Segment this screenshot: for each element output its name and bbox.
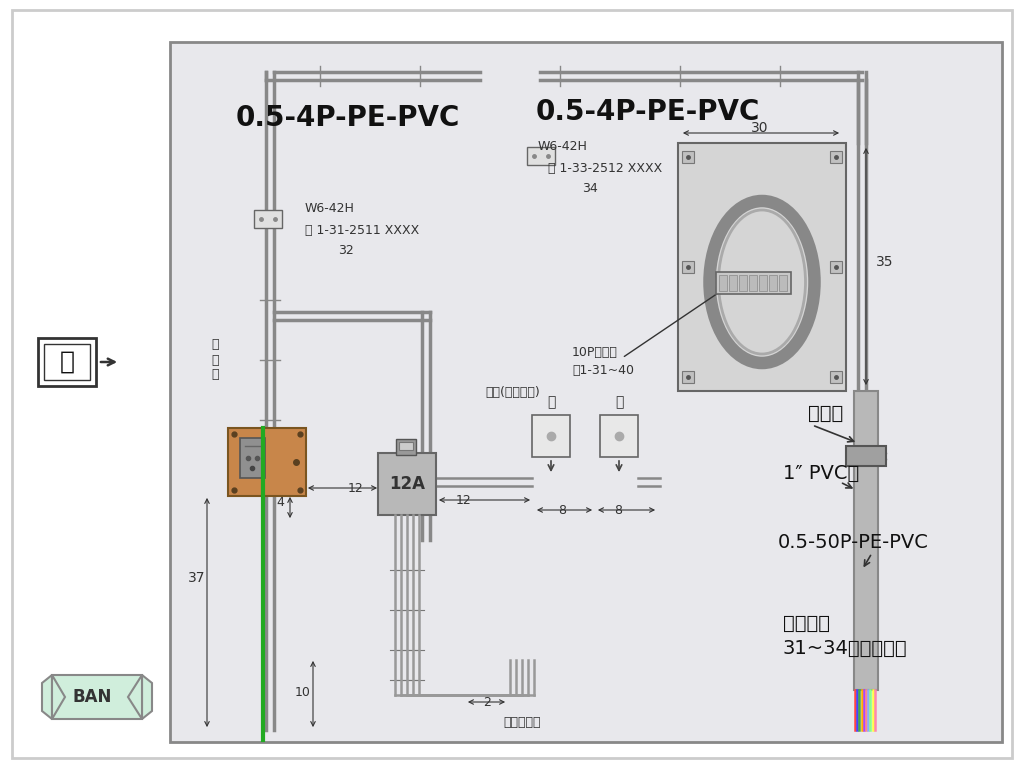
Text: 0.5-50P-PE-PVC: 0.5-50P-PE-PVC (778, 534, 929, 552)
Text: 0.5-4P-PE-PVC: 0.5-4P-PE-PVC (236, 104, 460, 132)
Bar (830, 261, 842, 273)
Text: 12: 12 (348, 482, 364, 495)
Text: 甲: 甲 (547, 395, 555, 409)
Text: W6-42H: W6-42H (538, 141, 588, 154)
Bar (759, 275, 767, 291)
Text: 34: 34 (582, 183, 598, 196)
Bar (716, 272, 791, 294)
Polygon shape (42, 675, 52, 719)
Text: 30: 30 (752, 121, 769, 135)
Polygon shape (52, 675, 65, 719)
Polygon shape (142, 675, 152, 719)
Bar (682, 261, 694, 273)
Polygon shape (52, 675, 142, 719)
Ellipse shape (719, 210, 806, 354)
Text: 接 1-33-2512 XXXX: 接 1-33-2512 XXXX (548, 163, 663, 176)
Text: 接 1-31-2511 XXXX: 接 1-31-2511 XXXX (305, 223, 419, 237)
Text: 10: 10 (295, 687, 311, 700)
Bar (600, 415, 638, 457)
Bar (830, 151, 842, 163)
Bar (749, 275, 757, 291)
Bar (254, 210, 282, 228)
Bar (44, 344, 90, 380)
Polygon shape (128, 675, 142, 719)
Text: 1″ PVC管: 1″ PVC管 (783, 464, 859, 482)
Bar (378, 453, 436, 515)
Text: BAN: BAN (73, 688, 112, 706)
Text: 37: 37 (188, 571, 206, 585)
Bar (399, 442, 413, 450)
Bar (854, 391, 878, 690)
Text: 圖: 圖 (59, 350, 75, 374)
Bar (170, 42, 1002, 742)
Text: 接1-31~40: 接1-31~40 (572, 365, 634, 378)
Text: 8: 8 (614, 504, 622, 517)
Bar (779, 275, 787, 291)
Bar (532, 415, 570, 457)
Bar (396, 439, 416, 455)
Text: 32: 32 (338, 243, 353, 257)
Text: 2: 2 (483, 696, 490, 709)
Bar (38, 338, 96, 386)
Bar (240, 438, 265, 478)
Bar (719, 275, 727, 291)
Bar (228, 428, 306, 496)
Text: 12: 12 (456, 494, 472, 507)
Text: W6-42H: W6-42H (305, 201, 355, 214)
Bar (830, 371, 842, 383)
Text: 10P端子板: 10P端子板 (572, 346, 617, 359)
Text: 4: 4 (276, 495, 284, 508)
Text: 單位：公分: 單位：公分 (503, 716, 541, 729)
Bar (682, 151, 694, 163)
Bar (739, 275, 746, 291)
Bar (769, 275, 777, 291)
Text: 12A: 12A (389, 475, 425, 493)
Bar (678, 143, 846, 391)
Text: 8: 8 (558, 504, 566, 517)
Text: 31~34對剝皮測試: 31~34對剝皮測試 (783, 638, 907, 657)
Text: 35: 35 (876, 255, 894, 269)
Bar (729, 275, 737, 291)
Bar (846, 446, 886, 466)
Text: 乙: 乙 (614, 395, 624, 409)
Bar (682, 371, 694, 383)
Text: 護管夾: 護管夾 (808, 403, 843, 422)
Bar (527, 147, 555, 165)
Text: 0.5-4P-PE-PVC: 0.5-4P-PE-PVC (536, 98, 760, 126)
Text: 依序編紮: 依序編紮 (783, 614, 830, 633)
Text: 分鈴(留乾接點): 分鈴(留乾接點) (485, 386, 540, 399)
Text: 屋
外
線: 屋 外 線 (211, 339, 219, 382)
